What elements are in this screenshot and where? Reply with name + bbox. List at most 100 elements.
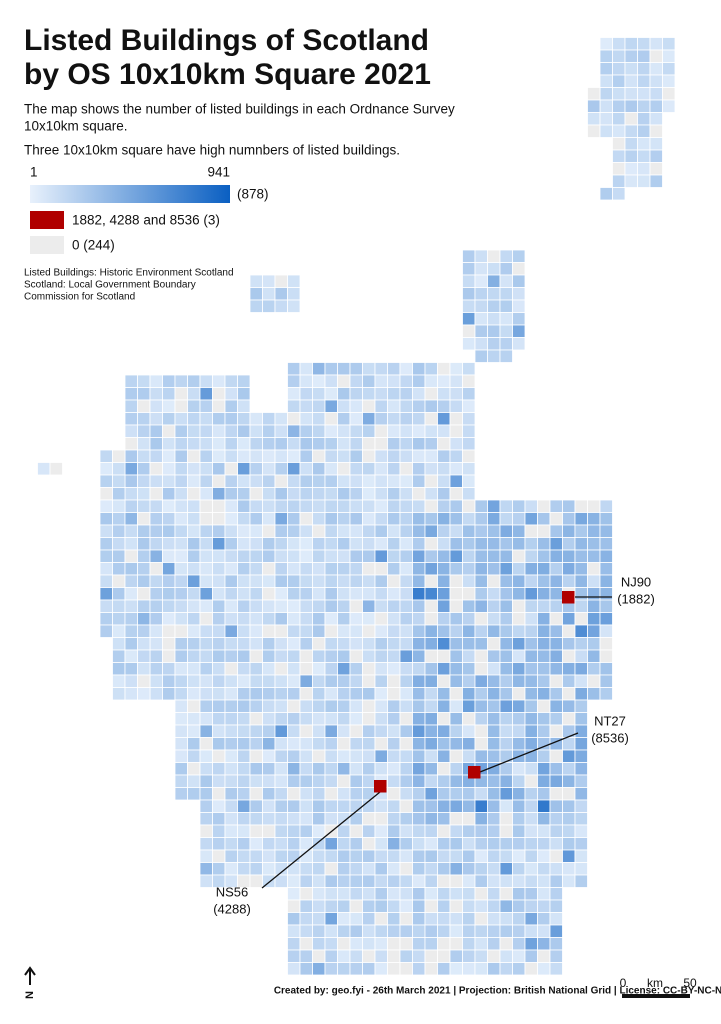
grid-square [649, 174, 663, 188]
grid-square [449, 512, 463, 526]
grid-square [112, 562, 126, 576]
grid-square [549, 612, 563, 626]
grid-square [199, 562, 213, 576]
grid-square [587, 562, 601, 576]
square-code: NT27 [594, 713, 626, 728]
grid-square [362, 624, 376, 638]
grid-square [187, 749, 201, 763]
grid-square [399, 737, 413, 751]
grid-square [299, 599, 313, 613]
grid-square [337, 487, 351, 501]
grid-square [449, 899, 463, 913]
grid-square [212, 799, 226, 813]
grid-square [549, 574, 563, 588]
grid-square [537, 924, 551, 938]
grid-square [112, 474, 126, 488]
grid-square [449, 362, 463, 376]
grid-square [349, 949, 363, 963]
grid-square [424, 824, 438, 838]
grid-square [162, 662, 176, 676]
grid-square [412, 912, 426, 926]
grid-square [212, 549, 226, 563]
grid-square [287, 462, 301, 476]
grid-square [174, 424, 188, 438]
grid-square [274, 299, 288, 313]
grid-square [424, 512, 438, 526]
grid-square [462, 374, 476, 388]
grid-square [299, 462, 313, 476]
grid-square [187, 487, 201, 501]
grid-square [299, 512, 313, 526]
grid-square [274, 787, 288, 801]
grid-square [249, 537, 263, 551]
grid-square [487, 849, 501, 863]
grid-square [124, 637, 138, 651]
grid-square [249, 812, 263, 826]
grid-square [199, 787, 213, 801]
grid-square [437, 437, 451, 451]
grid-square [124, 412, 138, 426]
grid-square [324, 937, 338, 951]
grid-square [512, 774, 526, 788]
grid-square [487, 787, 501, 801]
grid-square [237, 524, 251, 538]
grid-square [362, 524, 376, 538]
grid-square [262, 512, 276, 526]
grid-square [512, 799, 526, 813]
grid-square [549, 649, 563, 663]
grid-square [612, 74, 626, 88]
grid-square [612, 99, 626, 113]
grid-square [174, 662, 188, 676]
grid-square [549, 849, 563, 863]
grid-square [487, 624, 501, 638]
grid-square [224, 737, 238, 751]
grid-square [412, 812, 426, 826]
grid-square [549, 499, 563, 513]
grid-square [349, 549, 363, 563]
grid-square [274, 824, 288, 838]
grid-square [462, 262, 476, 276]
grid-square [449, 412, 463, 426]
grid-square [487, 299, 501, 313]
grid-square [287, 549, 301, 563]
grid-square [324, 799, 338, 813]
grid-square [637, 112, 651, 126]
grid-square [324, 924, 338, 938]
grid-square [487, 337, 501, 351]
grid-square [149, 424, 163, 438]
grid-square [324, 374, 338, 388]
grid-square [162, 637, 176, 651]
grid-square [399, 862, 413, 876]
grid-square [362, 424, 376, 438]
grid-square [524, 549, 538, 563]
grid-square [237, 537, 251, 551]
grid-square [149, 649, 163, 663]
grid-square [99, 562, 113, 576]
grid-square [612, 149, 626, 163]
grid-square [349, 512, 363, 526]
grid-square [562, 549, 576, 563]
grid-square [499, 637, 513, 651]
grid-square [474, 574, 488, 588]
grid-square [587, 599, 601, 613]
legend-swatch [30, 236, 64, 254]
grid-square [262, 862, 276, 876]
grid-square [237, 399, 251, 413]
grid-square [124, 387, 138, 401]
grid-square [512, 324, 526, 338]
grid-square [574, 512, 588, 526]
grid-square [587, 624, 601, 638]
grid-square [424, 462, 438, 476]
grid-square [362, 474, 376, 488]
grid-square [224, 674, 238, 688]
grid-square [224, 787, 238, 801]
grid-square [387, 574, 401, 588]
grid-square [424, 712, 438, 726]
grid-square [212, 562, 226, 576]
grid-square [312, 549, 326, 563]
grid-square [599, 687, 613, 701]
grid-square [537, 712, 551, 726]
grid-square [299, 787, 313, 801]
highlight-layer: NJ90(1882)NT27(8536)NS56(4288) [213, 574, 655, 916]
grid-square [512, 312, 526, 326]
